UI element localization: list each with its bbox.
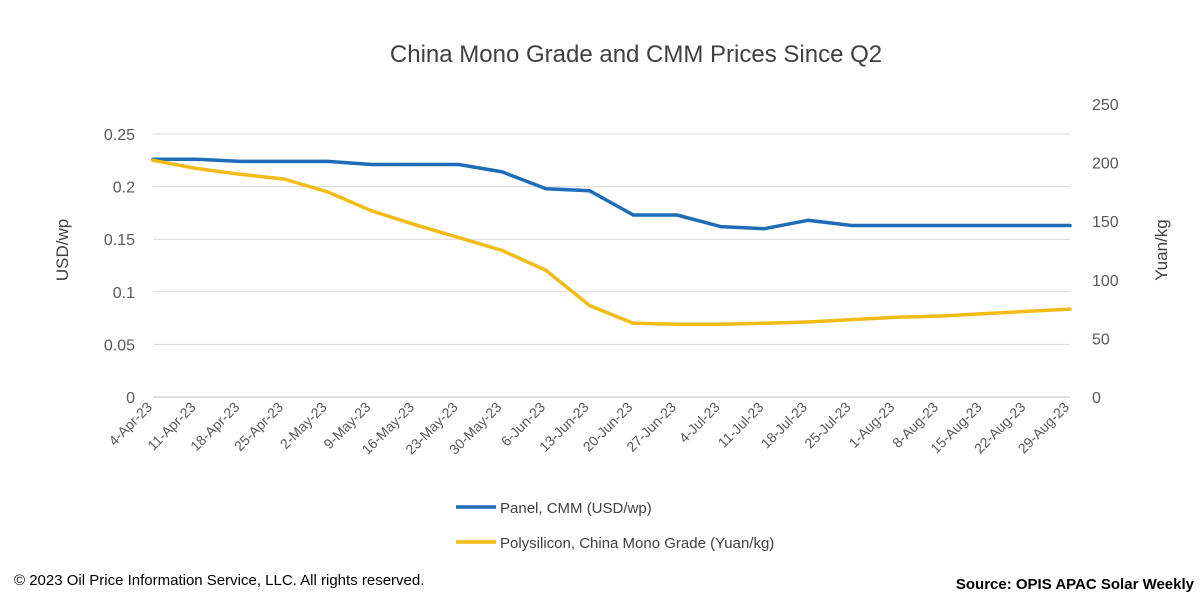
right-tick-label: 150 (1092, 214, 1119, 231)
x-tick-label: 25-Jul-23 (801, 399, 854, 452)
data-point-panel (326, 159, 330, 163)
data-point-polysilicon (850, 318, 854, 322)
copyright-notice: © 2023 Oil Price Information Service, LL… (14, 572, 425, 589)
x-tick-label: 18-Jul-23 (758, 399, 811, 452)
data-point-polysilicon (762, 321, 766, 325)
right-tick-label: 250 (1092, 97, 1119, 114)
right-tick-label: 50 (1092, 331, 1110, 348)
data-point-polysilicon (1068, 307, 1072, 311)
data-point-polysilicon (588, 304, 592, 308)
x-tick-label: 11-Jul-23 (715, 399, 767, 451)
data-point-panel (719, 225, 723, 229)
data-point-polysilicon (1024, 309, 1028, 313)
right-tick-label: 100 (1092, 273, 1119, 290)
data-point-panel (981, 223, 985, 228)
legend-label-panel: Panel, CMM (USD/wp) (500, 500, 652, 517)
chart-title: China Mono Grade and CMM Prices Since Q2 (390, 41, 882, 68)
left-axis-label: USD/wp (53, 219, 72, 281)
left-tick-label: 0.25 (104, 127, 135, 144)
data-point-polysilicon (675, 322, 679, 326)
left-tick-label: 0.1 (113, 285, 135, 302)
data-point-polysilicon (500, 248, 504, 253)
data-point-polysilicon (195, 166, 199, 171)
data-point-polysilicon (369, 209, 373, 213)
data-point-polysilicon (806, 320, 810, 324)
data-point-polysilicon (151, 158, 155, 162)
series-line-polysilicon (151, 158, 1072, 327)
data-point-polysilicon (413, 223, 417, 227)
x-tick-label: 1-Aug-23 (845, 399, 897, 451)
data-point-polysilicon (282, 177, 286, 181)
data-point-panel (1068, 223, 1072, 228)
data-point-polysilicon (719, 322, 723, 326)
data-point-panel (631, 213, 635, 217)
x-tick-label: 2-May-23 (277, 399, 330, 452)
source-note: Source: OPIS APAC Solar Weekly (955, 576, 1194, 593)
data-point-panel (457, 162, 461, 167)
data-point-panel (238, 159, 242, 163)
data-point-panel (937, 223, 941, 228)
data-point-panel (806, 218, 810, 222)
data-point-polysilicon (238, 172, 242, 176)
right-axis-label: Yuan/kg (1152, 219, 1171, 280)
data-point-polysilicon (544, 268, 548, 272)
right-tick-label: 0 (1092, 390, 1101, 407)
data-point-panel (413, 162, 417, 167)
data-point-panel (588, 189, 592, 193)
left-tick-label: 0.2 (113, 180, 135, 197)
data-point-panel (762, 227, 766, 231)
data-point-panel (850, 223, 854, 228)
data-point-panel (369, 162, 373, 167)
left-tick-label: 0 (126, 390, 135, 407)
data-point-panel (893, 223, 897, 228)
left-tick-label: 0.05 (104, 337, 135, 354)
data-point-polysilicon (326, 190, 330, 194)
series-lines (151, 157, 1072, 327)
gridlines (153, 133, 1070, 398)
data-point-polysilicon (457, 236, 461, 240)
data-point-panel (500, 170, 504, 174)
x-axis-ticks: 4-Apr-2311-Apr-2318-Apr-2325-Apr-232-May… (105, 399, 1072, 458)
right-axis-ticks: 0 50 100 150 200 250 (1092, 97, 1119, 407)
data-point-polysilicon (631, 321, 635, 325)
left-axis-ticks: 0 0.05 0.1 0.15 0.2 0.25 (104, 127, 135, 407)
data-point-panel (544, 187, 548, 191)
data-point-panel (675, 213, 679, 217)
data-point-panel (282, 159, 286, 163)
legend-label-polysilicon: Polysilicon, China Mono Grade (Yuan/kg) (500, 535, 774, 552)
series-line-panel (151, 157, 1072, 231)
data-point-polysilicon (893, 315, 897, 319)
data-point-polysilicon (937, 314, 941, 318)
data-point-panel (195, 157, 199, 161)
right-tick-label: 200 (1092, 156, 1119, 173)
data-point-panel (1024, 223, 1028, 228)
data-point-polysilicon (981, 312, 985, 316)
left-tick-label: 0.15 (104, 232, 135, 249)
legend: Panel, CMM (USD/wp) Polysilicon, China M… (456, 500, 774, 552)
